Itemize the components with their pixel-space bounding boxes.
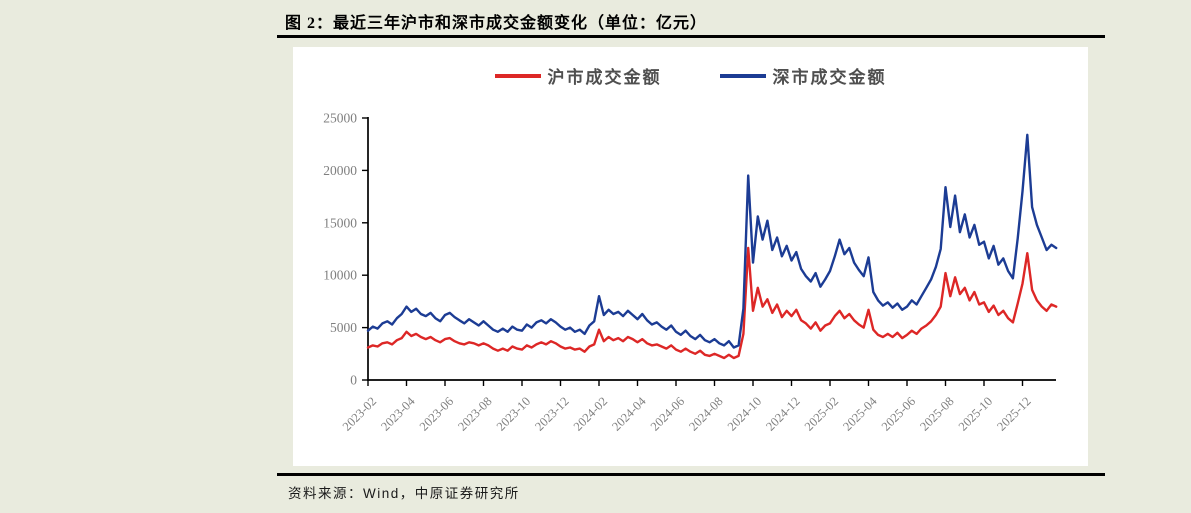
x-tick-label: 2024-06	[648, 394, 687, 433]
x-tick-label: 2025-04	[840, 394, 880, 434]
x-tick-label: 2025-02	[802, 394, 841, 433]
chart-panel: 沪市成交金额 深市成交金额 0 5000 10000 15000 20000 25000 2…	[293, 47, 1088, 466]
y-tick-label: 20000	[323, 163, 357, 178]
title-underline	[277, 35, 1105, 38]
x-tick-label: 2023-02	[340, 394, 379, 433]
series-line-shenzhen	[366, 133, 1058, 349]
axes	[367, 117, 1056, 381]
x-tick-label: 2025-08	[917, 394, 956, 433]
source-divider	[277, 473, 1105, 476]
shanghai-legend-label: 沪市成交金额	[547, 68, 662, 87]
x-tick-label: 2025-10	[956, 394, 995, 433]
x-tick-label: 2023-06	[417, 394, 456, 433]
y-tick-label: 10000	[323, 268, 357, 283]
shenzhen-legend-label: 深市成交金额	[772, 68, 887, 87]
shenzhen-legend-line	[719, 73, 766, 78]
y-tick-label: 15000	[323, 215, 357, 230]
series-line-shanghai	[366, 246, 1058, 360]
chart-legend: 沪市成交金额 深市成交金额	[293, 63, 1088, 88]
x-tick-label: 2023-08	[455, 394, 494, 433]
x-tick-label: 2024-04	[609, 394, 649, 434]
x-tick-label: 2024-02	[571, 394, 610, 433]
x-tick-label: 2024-12	[763, 394, 802, 433]
legend-item-shenzhen: 深市成交金额	[719, 63, 887, 88]
legend-item-shanghai: 沪市成交金额	[494, 63, 662, 88]
x-tick-label: 2025-12	[994, 394, 1033, 433]
shanghai-legend-line	[494, 73, 541, 78]
x-tick-label: 2025-06	[879, 394, 918, 433]
x-axis-ticks: 2023-02 2023-04 2023-06 2023-08 2023-10 2023-…	[340, 380, 1034, 434]
x-tick-label: 2023-04	[378, 394, 418, 434]
x-tick-label: 2023-12	[532, 394, 571, 433]
y-tick-label: 5000	[330, 320, 357, 335]
x-tick-label: 2024-08	[686, 394, 725, 433]
source-note: 资料来源：Wind，中原证券研究所	[288, 486, 520, 501]
y-tick-label: 0	[350, 373, 357, 388]
figure-title: 图 2：最近三年沪市和深市成交金额变化（单位：亿元）	[285, 15, 708, 32]
y-axis-ticks: 0 5000 10000 15000 20000 25000	[323, 111, 368, 388]
y-tick-label: 25000	[323, 111, 357, 126]
x-tick-label: 2023-10	[494, 394, 533, 433]
x-tick-label: 2024-10	[725, 394, 764, 433]
